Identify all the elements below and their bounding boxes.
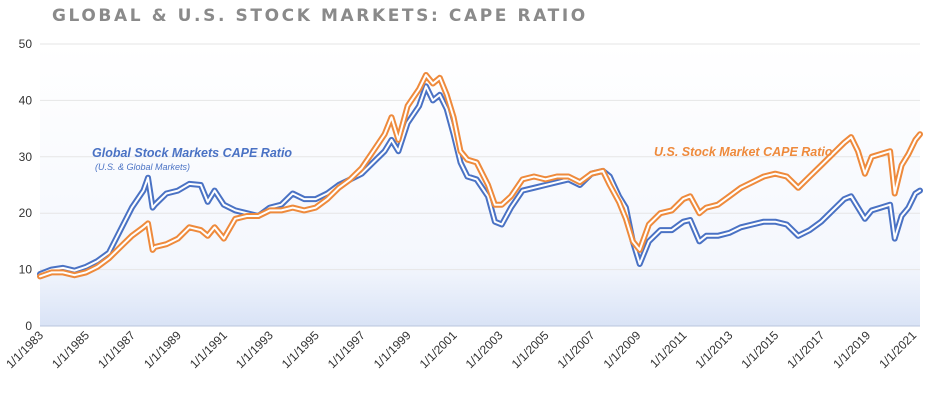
y-tick-label: 50 — [19, 37, 33, 51]
x-tick-label: 1/1/2021 — [876, 328, 919, 371]
x-tick-label: 1/1/2009 — [601, 328, 644, 371]
x-tick-label: 1/1/1999 — [371, 328, 414, 371]
x-tick-label: 1/1/1995 — [279, 328, 322, 371]
x-tick-label: 1/1/2011 — [647, 328, 690, 371]
y-tick-label: 10 — [19, 263, 33, 277]
x-tick-label: 1/1/1987 — [95, 328, 138, 371]
y-tick-label: 40 — [19, 93, 33, 107]
x-tick-label: 1/1/2013 — [692, 328, 735, 371]
x-tick-label: 1/1/1991 — [187, 328, 230, 371]
x-tick-label: 1/1/2007 — [555, 328, 598, 371]
series-layer — [37, 72, 923, 280]
chart-title: GLOBAL & U.S. STOCK MARKETS: CAPE RATIO — [52, 6, 588, 26]
x-tick-label: 1/1/2003 — [463, 328, 506, 371]
x-tick-label: 1/1/1993 — [233, 328, 276, 371]
grid-layer — [40, 43, 920, 271]
x-tick-label: 1/1/2017 — [784, 328, 827, 371]
x-tick-label: 1/1/2015 — [738, 328, 781, 371]
x-tick-label: 1/1/2001 — [417, 328, 460, 371]
global-series-sublabel: (U.S. & Global Markets) — [95, 162, 190, 172]
y-tick-label: 20 — [19, 206, 33, 220]
x-tick-label: 1/1/1989 — [141, 328, 184, 371]
x-tick-label: 1/1/1997 — [325, 328, 368, 371]
x-tick-label: 1/1/2019 — [830, 328, 873, 371]
y-tick-label: 30 — [19, 150, 33, 164]
y-axis: 0 10 20 30 40 50 — [19, 37, 33, 333]
y-tick-label: 0 — [25, 319, 32, 333]
us-series-label: U.S. Stock Market CAPE Ratio — [654, 145, 833, 159]
x-axis: 1/1/1983 1/1/1985 1/1/1987 1/1/1989 1/1/1991… — [3, 325, 920, 371]
series-line-highlight-us — [39, 74, 921, 278]
global-series-label: Global Stock Markets CAPE Ratio — [92, 146, 292, 160]
x-tick-label: 1/1/1983 — [3, 328, 46, 371]
series-line-highlight-global — [39, 85, 921, 276]
x-tick-label: 1/1/2005 — [509, 328, 552, 371]
x-tick-label: 1/1/1985 — [49, 328, 92, 371]
annotations: Global Stock Markets CAPE Ratio (U.S. & … — [92, 145, 833, 172]
